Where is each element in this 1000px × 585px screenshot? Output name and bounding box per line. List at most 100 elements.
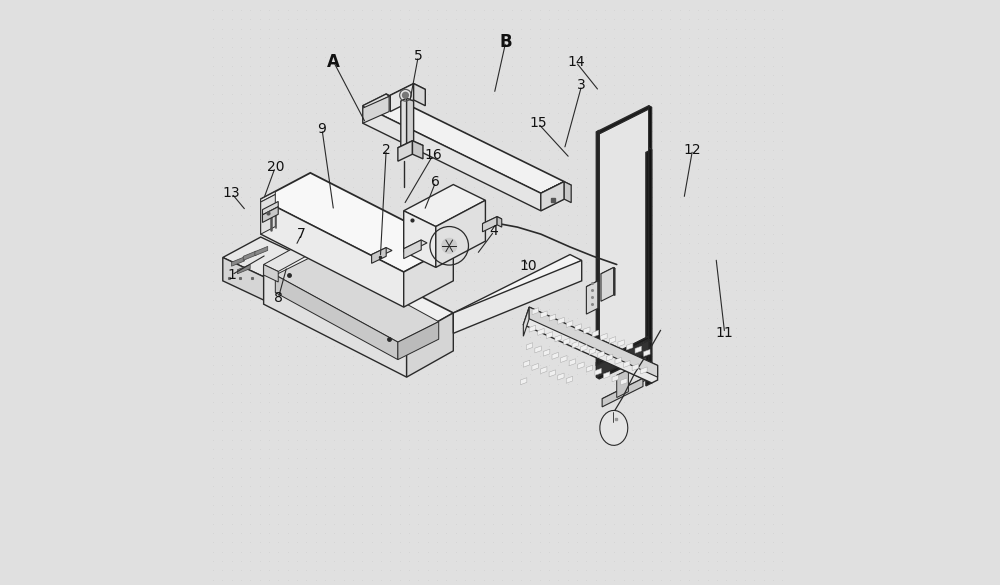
Circle shape (442, 238, 457, 253)
Polygon shape (261, 191, 275, 202)
Circle shape (403, 92, 408, 98)
Polygon shape (390, 84, 414, 112)
Text: 15: 15 (529, 116, 547, 130)
Polygon shape (603, 371, 610, 378)
Polygon shape (526, 343, 533, 350)
Polygon shape (602, 378, 646, 401)
Polygon shape (558, 373, 564, 380)
Polygon shape (372, 247, 392, 257)
Polygon shape (453, 254, 582, 319)
Polygon shape (243, 251, 256, 260)
Polygon shape (586, 281, 598, 314)
Polygon shape (264, 240, 453, 339)
Polygon shape (592, 330, 599, 337)
Polygon shape (549, 314, 556, 321)
Text: 20: 20 (267, 160, 284, 174)
Polygon shape (436, 200, 485, 267)
Polygon shape (398, 141, 423, 153)
Polygon shape (601, 267, 615, 275)
Polygon shape (237, 264, 250, 274)
Polygon shape (632, 364, 639, 371)
Polygon shape (261, 173, 453, 272)
Text: 16: 16 (424, 149, 442, 163)
Polygon shape (599, 109, 649, 362)
Polygon shape (596, 336, 649, 366)
Polygon shape (649, 106, 652, 150)
Polygon shape (541, 181, 564, 211)
Polygon shape (272, 260, 310, 304)
Polygon shape (626, 343, 633, 350)
Polygon shape (363, 94, 564, 193)
Polygon shape (621, 378, 627, 385)
Polygon shape (644, 349, 650, 356)
Polygon shape (404, 246, 453, 307)
Polygon shape (586, 365, 593, 372)
Text: 14: 14 (567, 55, 585, 69)
Polygon shape (404, 184, 485, 226)
Polygon shape (618, 340, 624, 347)
Text: 1: 1 (227, 268, 236, 282)
Polygon shape (541, 181, 571, 197)
Polygon shape (262, 207, 278, 222)
Polygon shape (600, 411, 628, 445)
Text: 4: 4 (490, 224, 499, 238)
Polygon shape (569, 359, 576, 366)
Polygon shape (412, 141, 423, 159)
Text: 9: 9 (318, 122, 326, 136)
Polygon shape (407, 98, 414, 153)
Polygon shape (363, 106, 541, 211)
Polygon shape (596, 106, 652, 134)
Polygon shape (264, 239, 325, 271)
Polygon shape (262, 201, 278, 215)
Polygon shape (532, 363, 538, 370)
Polygon shape (543, 349, 550, 356)
Polygon shape (404, 211, 436, 267)
Polygon shape (614, 267, 615, 295)
Polygon shape (261, 199, 404, 307)
Polygon shape (561, 356, 567, 363)
Text: 8: 8 (274, 291, 283, 305)
Polygon shape (584, 327, 590, 334)
Text: 7: 7 (297, 227, 306, 241)
Text: 5: 5 (414, 49, 423, 63)
Polygon shape (232, 257, 244, 266)
Polygon shape (404, 240, 421, 259)
Text: B: B (500, 33, 512, 50)
Polygon shape (617, 370, 630, 377)
Polygon shape (549, 370, 556, 377)
Polygon shape (264, 264, 278, 282)
Polygon shape (523, 360, 530, 367)
Polygon shape (407, 313, 453, 377)
Polygon shape (275, 254, 439, 342)
Polygon shape (596, 340, 649, 377)
Text: 6: 6 (431, 174, 440, 188)
Polygon shape (646, 150, 652, 386)
Polygon shape (404, 240, 427, 252)
Text: 11: 11 (716, 326, 734, 340)
Polygon shape (635, 346, 641, 353)
Text: 10: 10 (519, 259, 537, 273)
Polygon shape (414, 84, 425, 106)
Polygon shape (541, 367, 547, 374)
Polygon shape (497, 216, 502, 227)
Polygon shape (595, 369, 601, 376)
Polygon shape (563, 338, 570, 345)
Text: 3: 3 (577, 78, 586, 92)
Polygon shape (523, 307, 658, 383)
Polygon shape (552, 352, 558, 359)
Text: 12: 12 (684, 143, 701, 157)
Polygon shape (546, 332, 553, 339)
Polygon shape (453, 260, 582, 333)
Polygon shape (566, 321, 573, 328)
Polygon shape (602, 378, 643, 407)
Polygon shape (649, 148, 652, 341)
Polygon shape (555, 335, 561, 342)
Polygon shape (558, 317, 564, 324)
Polygon shape (532, 308, 539, 315)
Polygon shape (572, 341, 578, 348)
Polygon shape (589, 347, 596, 355)
Polygon shape (624, 360, 630, 367)
Polygon shape (541, 181, 564, 211)
Polygon shape (401, 98, 407, 153)
Polygon shape (538, 328, 544, 335)
